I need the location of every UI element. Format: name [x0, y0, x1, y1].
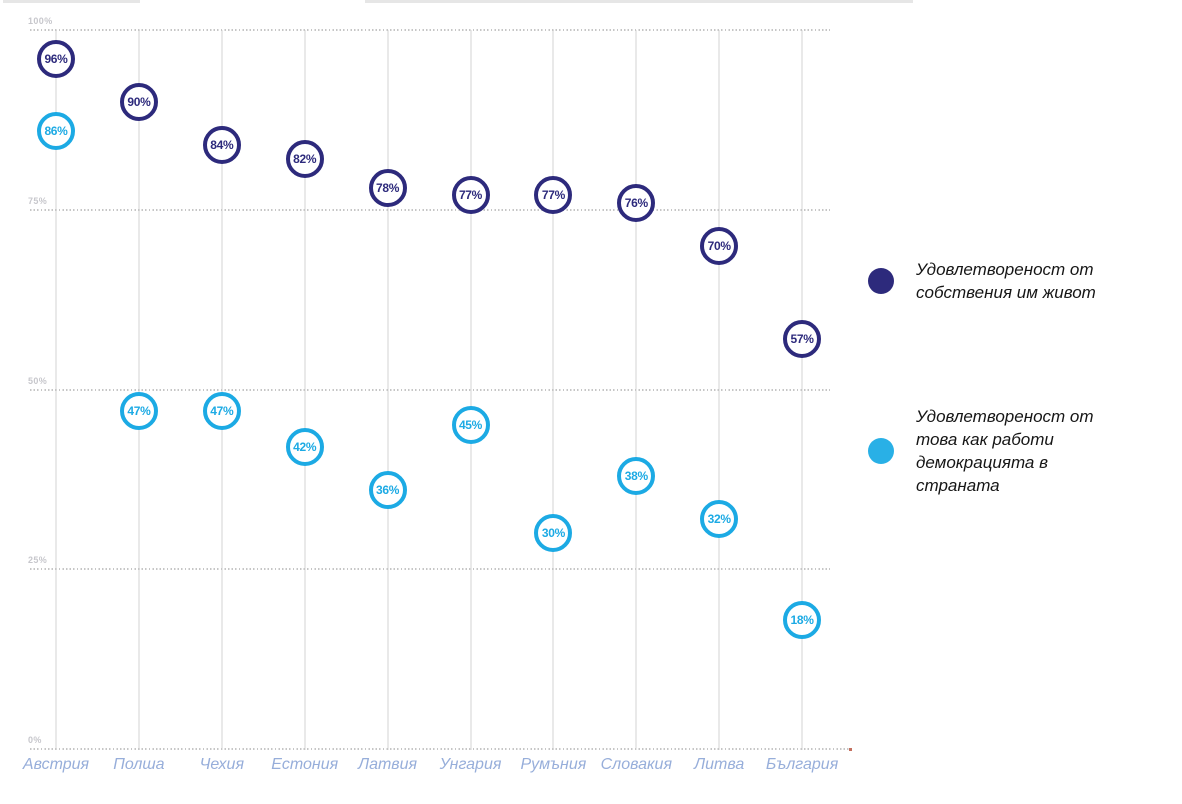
data-point-series2-Латвия[interactable]: 36%: [368, 471, 407, 510]
data-point-series2-Естония[interactable]: 42%: [285, 428, 324, 467]
horizontal-gridline: [30, 568, 830, 571]
data-point-series2-Чехия[interactable]: 47%: [202, 392, 241, 431]
data-point-series2-България[interactable]: 18%: [783, 600, 822, 639]
horizontal-gridline: [30, 29, 830, 31]
data-point-series1-Унгария[interactable]: 77%: [451, 176, 490, 215]
x-axis-label-6: Унгария: [439, 756, 502, 773]
data-point-series1-Австрия[interactable]: 96%: [37, 39, 75, 78]
x-axis-label-2: Полша: [113, 756, 165, 773]
y-axis-tick-label: 50%: [28, 375, 48, 386]
horizontal-gridline: [30, 748, 852, 750]
data-point-series1-Словакия[interactable]: 76%: [617, 183, 656, 222]
data-point-series2-Полша[interactable]: 47%: [119, 392, 158, 431]
data-point-series2-Австрия[interactable]: 86%: [37, 111, 75, 150]
legend-dot-life-satisfaction-icon: [868, 268, 894, 294]
y-axis-tick-label: 0%: [28, 735, 42, 745]
y-axis-tick-label: 75%: [28, 195, 48, 206]
legend-label: Удовлетвореност от това как работи демок…: [916, 407, 1094, 495]
axis-end-tick: [849, 748, 852, 751]
data-point-series2-Литва[interactable]: 32%: [700, 499, 739, 538]
x-axis-label-5: Латвия: [358, 756, 418, 773]
data-point-series2-Словакия[interactable]: 38%: [617, 456, 656, 495]
x-axis-label-3: Чехия: [199, 756, 244, 773]
y-axis-tick-label: 100%: [28, 16, 53, 26]
legend-item-life-satisfaction[interactable]: Удовлетвореност от собствения им живот: [868, 258, 1134, 304]
data-point-series1-Литва[interactable]: 70%: [700, 226, 739, 265]
data-point-series1-Латвия[interactable]: 78%: [368, 169, 407, 208]
data-point-series1-Естония[interactable]: 82%: [285, 140, 324, 179]
data-point-series1-България[interactable]: 57%: [783, 320, 822, 359]
legend-item-democracy-satisfaction[interactable]: Удовлетвореност от това как работи демок…: [868, 405, 1134, 497]
data-point-series1-Чехия[interactable]: 84%: [202, 126, 241, 165]
data-point-series1-Румъния[interactable]: 77%: [534, 176, 573, 215]
x-axis-label-7: Румъния: [520, 756, 587, 773]
y-axis-tick-label: 25%: [28, 555, 48, 566]
top-edge-artifact: [3, 0, 140, 3]
x-axis-label-8: Словакия: [600, 756, 672, 773]
x-axis-label-10: България: [765, 756, 839, 773]
data-point-series2-Унгария[interactable]: 45%: [451, 406, 490, 445]
x-axis-label-1: Австрия: [22, 756, 90, 773]
legend-label: Удовлетвореност от собствения им живот: [916, 260, 1096, 302]
data-point-series1-Полша[interactable]: 90%: [119, 82, 158, 121]
horizontal-gridline: [30, 208, 830, 211]
legend-dot-democracy-satisfaction-icon: [868, 438, 894, 464]
x-axis-label-9: Литва: [694, 756, 745, 773]
top-edge-artifact: [365, 0, 913, 3]
plot-area: 100% 75% 50% 25% 0% Австрия Полша Чехия Естония Л…: [22, 16, 852, 773]
x-axis-label-4: Естония: [271, 756, 339, 773]
horizontal-gridline: [30, 388, 830, 391]
data-point-series2-Румъния[interactable]: 30%: [534, 514, 573, 553]
